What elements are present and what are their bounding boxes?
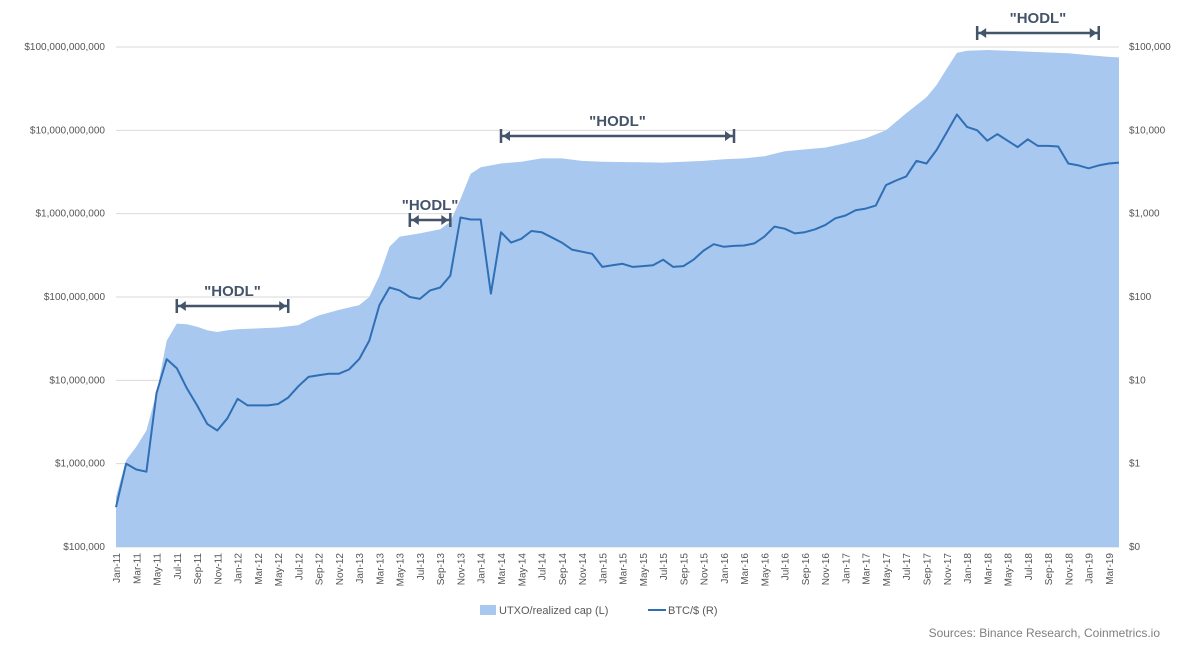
x-axis-tick-label: Sep-14 xyxy=(558,553,569,586)
hodl-arrow-left xyxy=(411,215,419,225)
right-axis-tick-label: $1 xyxy=(1129,459,1141,470)
x-axis-tick-label: May-14 xyxy=(517,553,528,587)
hodl-arrow-right xyxy=(1089,28,1097,38)
left-axis-ticks: $100,000 $1,000,000 $10,000,000 $100,000,00… xyxy=(24,42,105,553)
source-note: Sources: Binance Research, Coinmetrics.i… xyxy=(928,626,1160,640)
left-axis-tick-label: $10,000,000,000 xyxy=(30,125,106,136)
x-axis-tick-label: Mar-12 xyxy=(254,553,265,585)
x-axis-tick-label: Sep-16 xyxy=(801,553,812,586)
x-axis-tick-label: Nov-12 xyxy=(335,553,346,586)
x-axis-tick-label: Mar-17 xyxy=(862,553,873,585)
hodl-arrow-right xyxy=(279,301,287,311)
utxo-realized-cap-area xyxy=(116,50,1119,547)
x-axis-tick-label: Mar-13 xyxy=(375,553,386,585)
x-axis-tick-label: Jul-11 xyxy=(173,553,184,580)
hodl-annotation: "HODL" xyxy=(975,10,1100,40)
right-axis-tick-label: $100 xyxy=(1129,292,1152,303)
x-axis-tick-label: Mar-14 xyxy=(497,553,508,585)
hodl-arrow-left xyxy=(979,28,987,38)
x-axis-tick-label: Jul-18 xyxy=(1024,553,1035,581)
hodl-arrow-right xyxy=(441,215,449,225)
x-axis-tick-label: Sep-11 xyxy=(193,553,204,585)
hodl-label: "HODL" xyxy=(1010,10,1067,27)
legend-label-btc: BTC/$ (R) xyxy=(668,605,718,617)
right-axis-tick-label: $1,000 xyxy=(1129,209,1160,220)
x-axis-tick-label: May-13 xyxy=(396,553,407,587)
btc-price-line xyxy=(115,113,1120,508)
x-axis-tick-label: Jul-14 xyxy=(538,553,549,581)
hodl-arrow-left xyxy=(178,301,186,311)
x-axis-tick-label: Jan-18 xyxy=(963,553,974,584)
hodl-label: "HODL" xyxy=(402,197,459,214)
hodl-annotation: "HODL" xyxy=(402,197,459,227)
legend: UTXO/realized cap (L) BTC/$ (R) xyxy=(480,605,718,617)
hodl-annotation: "HODL" xyxy=(499,113,736,143)
x-axis-tick-label: May-16 xyxy=(760,553,771,587)
x-axis-tick-label: Jan-13 xyxy=(355,553,366,584)
x-axis-tick-label: Mar-15 xyxy=(619,553,630,585)
x-axis-tick-label: May-12 xyxy=(274,553,285,587)
hodl-label: "HODL" xyxy=(204,283,261,300)
x-axis-tick-label: May-15 xyxy=(639,553,650,587)
x-axis-tick-label: Nov-13 xyxy=(456,553,467,586)
right-axis-ticks: $0 $1 $10 $100 $1,000 $10,000 $100,000 xyxy=(1129,42,1171,553)
x-axis-tick-label: Nov-17 xyxy=(943,553,954,586)
x-axis-tick-label: Jan-12 xyxy=(234,553,245,584)
legend-swatch-area xyxy=(480,605,496,615)
right-axis-tick-label: $10 xyxy=(1129,375,1146,386)
x-axis-tick-label: May-11 xyxy=(153,553,164,586)
right-axis-tick-label: $100,000 xyxy=(1129,42,1171,53)
x-axis-tick-label: Nov-16 xyxy=(821,553,832,586)
hodl-label: "HODL" xyxy=(589,113,646,130)
x-axis-tick-label: Sep-13 xyxy=(436,553,447,586)
hodl-annotation: "HODL" xyxy=(175,283,290,313)
x-axis-ticks: Jan-11 Mar-11 May-11 Jul-11 Sep-11 Nov-11 Jan-… xyxy=(112,553,1116,587)
x-axis-tick-label: Sep-12 xyxy=(315,553,326,586)
left-axis-tick-label: $100,000 xyxy=(63,542,105,553)
x-axis-tick-label: Mar-18 xyxy=(983,553,994,585)
x-axis-tick-label: Sep-15 xyxy=(679,553,690,586)
hodl-arrow-left xyxy=(502,131,510,141)
x-axis-tick-label: Sep-18 xyxy=(1044,553,1055,586)
x-axis-tick-label: Jan-14 xyxy=(477,553,488,584)
hodl-arrow-right xyxy=(725,131,733,141)
x-axis-tick-label: Nov-15 xyxy=(700,553,711,586)
x-axis-tick-label: Jan-17 xyxy=(841,553,852,584)
x-axis-tick-label: Nov-11 xyxy=(213,553,224,585)
left-axis-tick-label: $100,000,000,000 xyxy=(24,42,105,53)
left-axis-tick-label: $1,000,000,000 xyxy=(35,209,105,220)
x-axis-tick-label: Jul-15 xyxy=(659,553,670,581)
x-axis-tick-label: May-18 xyxy=(1004,553,1015,587)
x-axis-tick-label: Nov-14 xyxy=(578,553,589,586)
x-axis-tick-label: Jul-16 xyxy=(781,553,792,581)
legend-label-utxo: UTXO/realized cap (L) xyxy=(499,605,608,617)
x-axis-tick-label: Jan-15 xyxy=(598,553,609,584)
x-axis-tick-label: Jan-16 xyxy=(720,553,731,584)
x-axis-tick-label: Jul-17 xyxy=(902,553,913,581)
x-axis-tick-label: Sep-17 xyxy=(923,553,934,586)
x-axis-tick-label: Mar-11 xyxy=(132,553,143,584)
x-axis-tick-label: Mar-19 xyxy=(1105,553,1116,585)
hodl-annotations: "HODL" "HODL" "HODL" "HODL" xyxy=(175,10,1100,313)
x-axis-tick-label: May-17 xyxy=(882,553,893,587)
right-axis-tick-label: $10,000 xyxy=(1129,125,1166,136)
x-axis-tick-label: Jan-11 xyxy=(112,553,123,583)
left-axis-tick-label: $1,000,000 xyxy=(55,459,105,470)
x-axis-tick-label: Jul-13 xyxy=(416,553,427,581)
x-axis-tick-label: Mar-16 xyxy=(740,553,751,585)
right-axis-tick-label: $0 xyxy=(1129,542,1141,553)
x-axis-tick-label: Nov-18 xyxy=(1064,553,1075,586)
left-axis-tick-label: $100,000,000 xyxy=(44,292,106,303)
left-axis-tick-label: $10,000,000 xyxy=(49,375,105,386)
x-axis-tick-label: Jul-12 xyxy=(294,553,305,581)
x-axis-tick-label: Jan-19 xyxy=(1085,553,1096,584)
